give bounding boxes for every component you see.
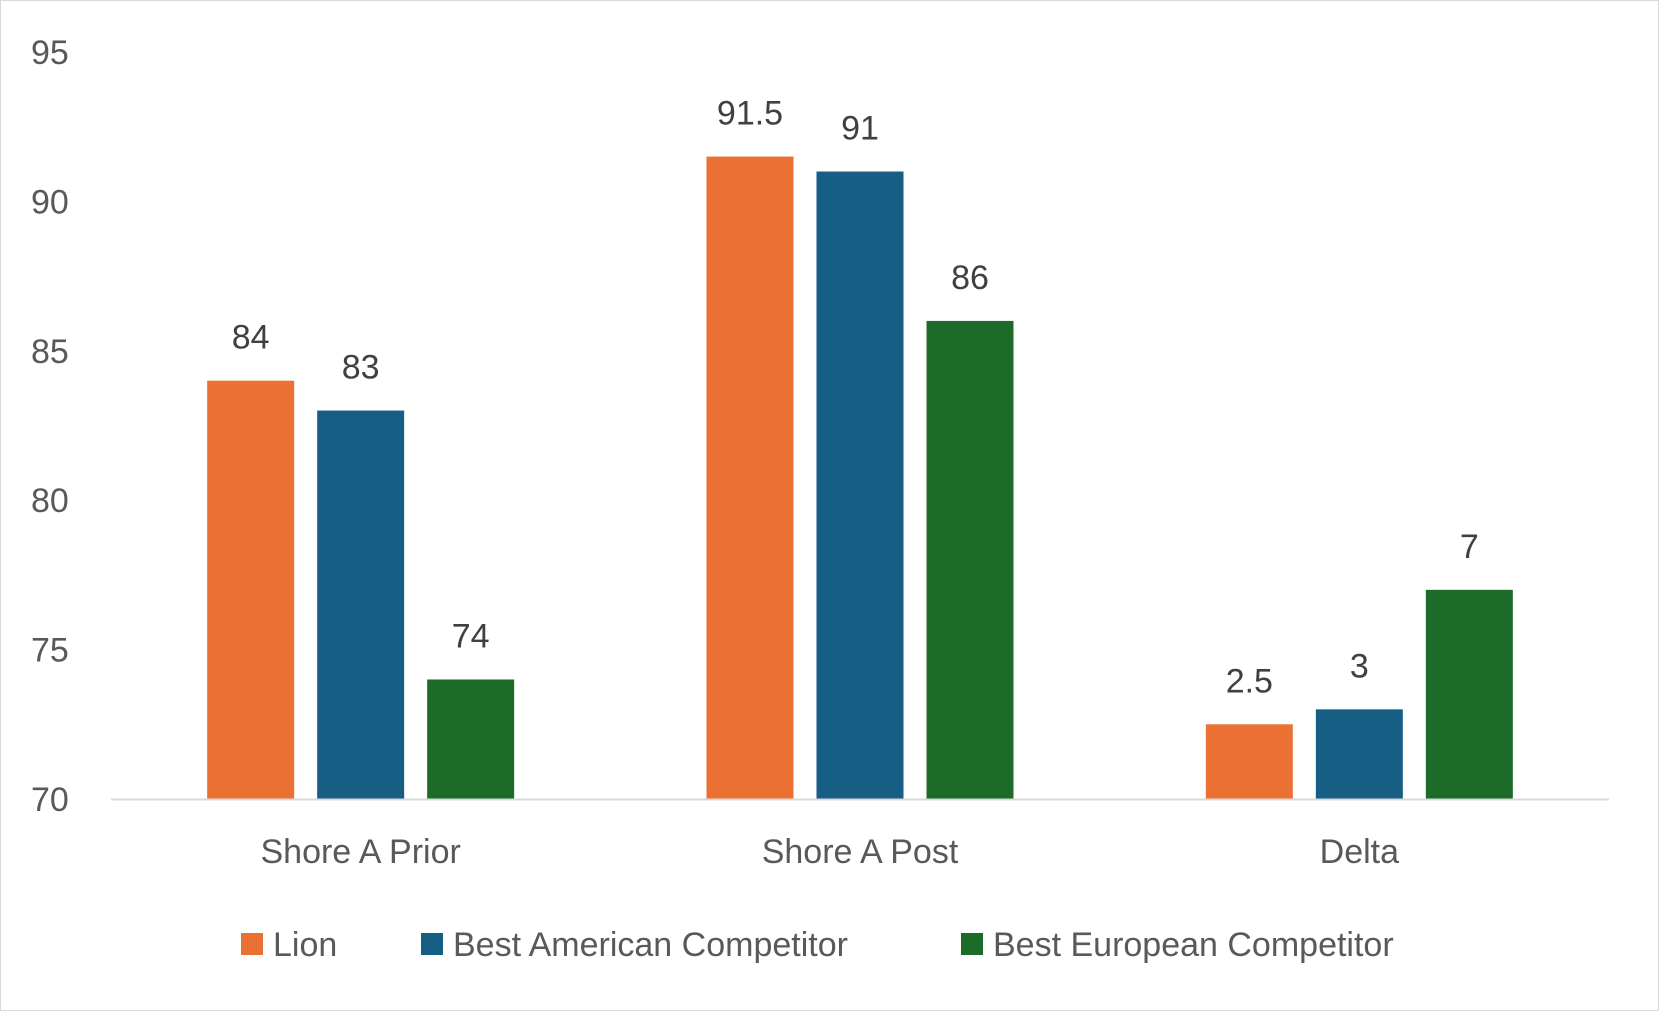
data-label: 91.5 — [717, 95, 783, 133]
data-label: 3 — [1350, 647, 1369, 685]
bar-best-european-competitor — [926, 320, 1014, 799]
legend-item: Best European Competitor — [961, 926, 1394, 964]
y-tick-label: 95 — [31, 34, 69, 72]
legend-swatch — [421, 933, 443, 955]
category-label: Shore A Post — [762, 833, 959, 871]
bar-best-american-competitor — [1315, 709, 1403, 799]
legend-swatch — [241, 933, 263, 955]
data-label: 74 — [452, 617, 490, 655]
bar-best-european-competitor — [1425, 589, 1513, 799]
bar-best-american-competitor — [816, 171, 904, 799]
legend-label: Best American Competitor — [453, 926, 848, 964]
data-label: 83 — [342, 349, 380, 387]
data-label: 91 — [841, 110, 879, 148]
category-label: Shore A Prior — [260, 833, 460, 871]
data-labels: 84 91.5 2.5 83 91 3 74 86 7 — [232, 95, 1479, 701]
category-labels: Shore A Prior Shore A Post Delta — [260, 833, 1399, 871]
data-label: 84 — [232, 319, 270, 357]
legend-item: Lion — [241, 926, 337, 964]
bars — [207, 156, 1513, 799]
bar-best-american-competitor — [317, 410, 405, 799]
bar-lion — [207, 380, 295, 799]
y-tick-label: 75 — [31, 632, 69, 670]
bar-lion — [1205, 724, 1293, 799]
bar-lion — [706, 156, 794, 799]
y-tick-label: 85 — [31, 333, 69, 371]
data-label: 86 — [951, 259, 989, 297]
y-tick-label: 70 — [31, 781, 69, 819]
legend-label: Best European Competitor — [993, 926, 1394, 964]
legend-item: Best American Competitor — [421, 926, 848, 964]
legend-swatch — [961, 933, 983, 955]
data-label: 2.5 — [1226, 662, 1273, 700]
y-tick-label: 80 — [31, 482, 69, 520]
y-tick-label: 90 — [31, 183, 69, 221]
y-axis: 70 75 80 85 90 95 — [31, 34, 69, 819]
category-label: Delta — [1320, 833, 1399, 871]
data-label: 7 — [1460, 528, 1479, 566]
legend: Lion Best American Competitor Best Europea… — [241, 926, 1394, 964]
bar-best-european-competitor — [427, 679, 515, 799]
legend-label: Lion — [273, 926, 337, 964]
